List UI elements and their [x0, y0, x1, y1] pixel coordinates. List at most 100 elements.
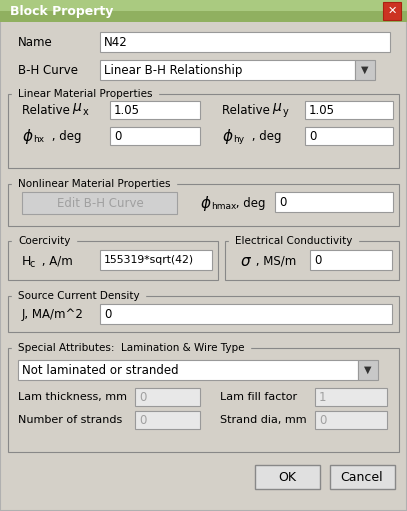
Bar: [0, 3, 407, 4]
Bar: [8, 296, 399, 332]
Bar: [0, 19, 407, 20]
Bar: [0, 0, 407, 22]
Bar: [0, 13, 407, 14]
Bar: [315, 411, 387, 429]
Text: 0: 0: [319, 413, 326, 427]
Bar: [135, 388, 200, 406]
Bar: [0, 15, 407, 16]
Bar: [22, 192, 177, 214]
Bar: [330, 465, 395, 489]
Bar: [100, 60, 355, 80]
Text: 0: 0: [279, 196, 287, 208]
Text: Linear B-H Relationship: Linear B-H Relationship: [104, 63, 243, 77]
Text: Electrical Conductivity: Electrical Conductivity: [235, 236, 352, 246]
Text: N42: N42: [104, 35, 128, 49]
Text: y: y: [283, 107, 289, 117]
Bar: [0, 11, 407, 12]
Bar: [100, 250, 212, 270]
Text: 0: 0: [309, 129, 316, 143]
Bar: [0, 14, 407, 15]
Text: , MS/m: , MS/m: [252, 254, 296, 267]
Text: Number of strands: Number of strands: [18, 415, 122, 425]
Text: hx: hx: [33, 134, 44, 144]
Text: 1: 1: [319, 390, 326, 404]
Text: Special Attributes:  Lamination & Wire Type: Special Attributes: Lamination & Wire Ty…: [18, 343, 245, 353]
Bar: [8, 241, 218, 280]
Bar: [110, 101, 200, 119]
Text: , deg: , deg: [48, 129, 81, 143]
Bar: [310, 250, 392, 270]
Bar: [0, 9, 407, 10]
Text: 1.05: 1.05: [309, 104, 335, 117]
Bar: [100, 32, 390, 52]
Bar: [305, 127, 393, 145]
Text: Linear Material Properties: Linear Material Properties: [18, 89, 153, 99]
Bar: [0, 16, 407, 17]
Bar: [8, 348, 399, 452]
Bar: [18, 360, 358, 380]
Bar: [0, 18, 407, 19]
Text: $\mu$: $\mu$: [72, 101, 82, 115]
Bar: [0, 6, 407, 7]
Text: Nonlinear Material Properties: Nonlinear Material Properties: [18, 179, 171, 189]
Text: $\phi$: $\phi$: [22, 127, 33, 146]
Text: H: H: [22, 254, 31, 267]
Bar: [383, 2, 401, 20]
Text: Coercivity: Coercivity: [18, 236, 70, 246]
Bar: [225, 241, 399, 280]
Text: Not laminated or stranded: Not laminated or stranded: [22, 363, 179, 377]
Text: $\phi$: $\phi$: [200, 194, 212, 213]
Text: B-H Curve: B-H Curve: [18, 63, 78, 77]
Bar: [355, 60, 375, 80]
Text: 0: 0: [114, 129, 121, 143]
Text: Name: Name: [18, 35, 53, 49]
Bar: [0, 17, 407, 18]
Text: hy: hy: [233, 134, 244, 144]
Text: x: x: [83, 107, 89, 117]
Bar: [135, 411, 200, 429]
Text: , deg: , deg: [248, 129, 282, 143]
Bar: [0, 0, 407, 1]
Text: Lam thickness, mm: Lam thickness, mm: [18, 392, 127, 402]
Bar: [358, 360, 378, 380]
Text: hmax: hmax: [211, 201, 236, 211]
Text: , A/m: , A/m: [38, 254, 73, 267]
Text: $\sigma$: $\sigma$: [240, 253, 252, 268]
Bar: [0, 2, 407, 3]
Text: Block Property: Block Property: [10, 5, 114, 17]
Text: OK: OK: [278, 471, 296, 483]
Bar: [275, 192, 393, 212]
Text: $\phi$: $\phi$: [222, 127, 234, 146]
Text: Lam fill factor: Lam fill factor: [220, 392, 297, 402]
Bar: [0, 8, 407, 9]
Bar: [100, 304, 392, 324]
Text: Relative: Relative: [22, 104, 74, 117]
Text: Strand dia, mm: Strand dia, mm: [220, 415, 306, 425]
Text: J, MA/m^2: J, MA/m^2: [22, 308, 84, 320]
Text: 0: 0: [139, 390, 147, 404]
Bar: [8, 184, 399, 226]
Bar: [315, 388, 387, 406]
Bar: [110, 127, 200, 145]
Bar: [0, 10, 407, 11]
Text: Edit B-H Curve: Edit B-H Curve: [57, 197, 143, 210]
Bar: [0, 5, 407, 6]
Bar: [0, 12, 407, 13]
Text: ▼: ▼: [364, 365, 372, 375]
Text: 155319*sqrt(42): 155319*sqrt(42): [104, 255, 194, 265]
Text: Cancel: Cancel: [341, 471, 383, 483]
Text: ✕: ✕: [387, 6, 397, 16]
Text: , deg: , deg: [232, 197, 265, 210]
Text: 1.05: 1.05: [114, 104, 140, 117]
Bar: [0, 7, 407, 8]
Bar: [0, 1, 407, 2]
Text: 0: 0: [314, 253, 322, 267]
Text: Relative: Relative: [222, 104, 274, 117]
Text: 0: 0: [139, 413, 147, 427]
Bar: [0, 0, 407, 11]
Bar: [8, 94, 399, 168]
Text: $\mu$: $\mu$: [272, 101, 282, 115]
Text: ▼: ▼: [361, 65, 369, 75]
Bar: [0, 20, 407, 21]
Bar: [0, 4, 407, 5]
